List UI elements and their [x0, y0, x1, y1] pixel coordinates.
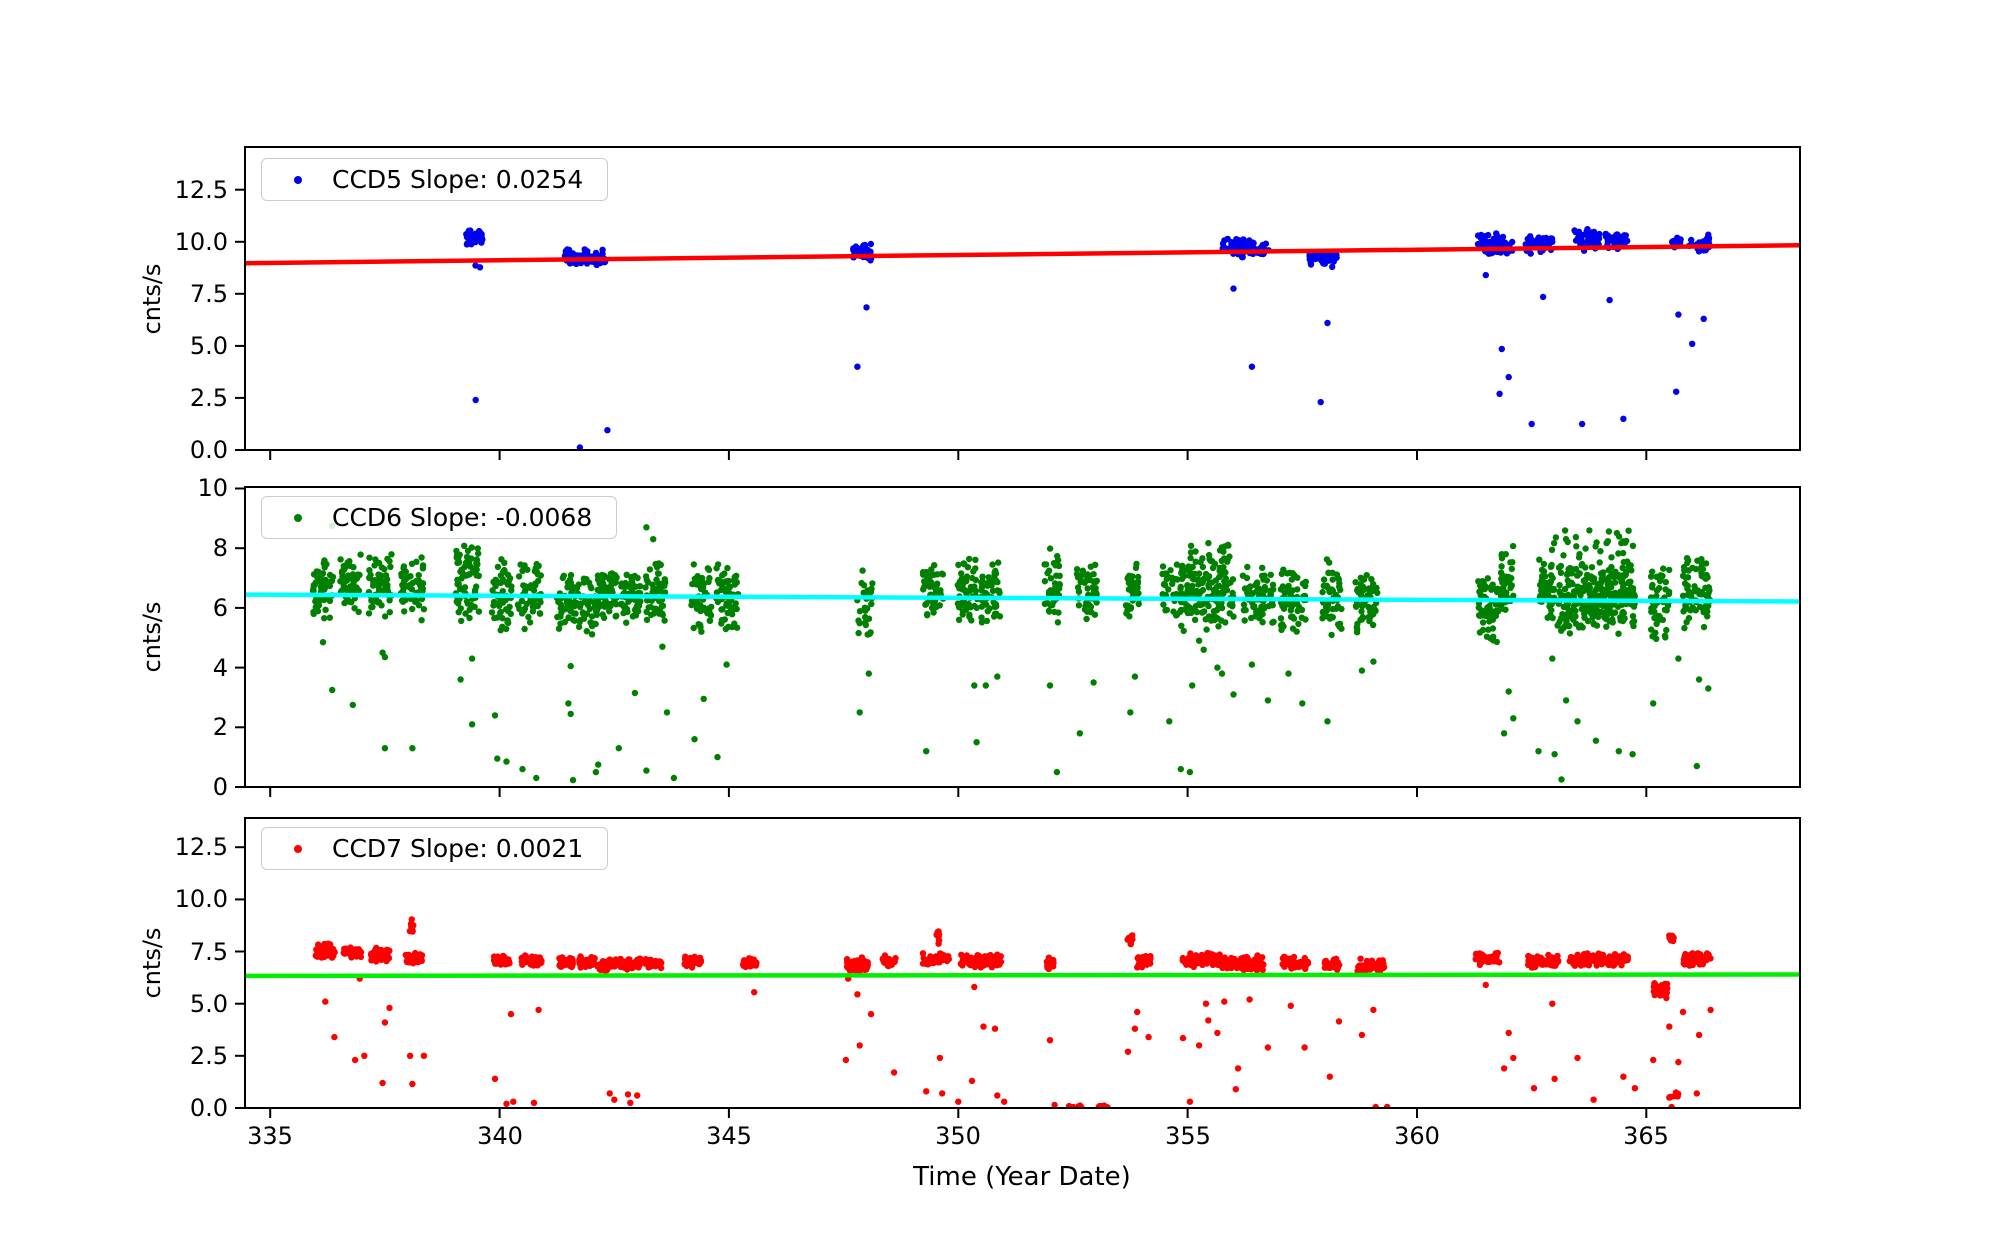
y-tick-label: 8 [212, 534, 228, 562]
x-tick-label: 355 [1165, 1122, 1211, 1150]
legend-label-ccd5: CCD5 Slope: 0.0254 [332, 165, 584, 194]
y-tick-label: 12.5 [174, 176, 228, 204]
y-tick-label: 0.0 [189, 1094, 228, 1122]
legend-ccd7: CCD7 Slope: 0.0021 [261, 827, 609, 870]
y-tick-label: 12.5 [174, 833, 228, 861]
y-tick-label: 10 [197, 474, 228, 502]
legend-marker-dot-ccd7 [294, 844, 302, 853]
y-tick-label: 10.0 [174, 228, 228, 256]
y-tick-label: 7.5 [189, 280, 228, 308]
x-tick-label: 345 [706, 1122, 752, 1150]
y-tick-label: 2.5 [189, 1042, 228, 1070]
y-tick-label: 0 [212, 773, 228, 801]
x-axis-label: Time (Year Date) [913, 1162, 1131, 1192]
legend-ccd5: CCD5 Slope: 0.0254 [261, 158, 609, 201]
y-tick-label: 10.0 [174, 885, 228, 913]
y-axis-label-bottom: cnts/s [138, 927, 166, 999]
y-tick-label: 5.0 [189, 332, 228, 360]
legend-label-ccd6: CCD6 Slope: -0.0068 [332, 503, 593, 532]
x-tick-label: 360 [1394, 1122, 1440, 1150]
legend-marker-dot-ccd5 [294, 175, 302, 184]
x-tick-label: 365 [1623, 1122, 1669, 1150]
legend-marker-dot-ccd6 [294, 513, 302, 522]
legend-ccd6: CCD6 Slope: -0.0068 [261, 496, 618, 539]
y-axis-label-top: cnts/s [138, 263, 166, 335]
y-tick-label: 5.0 [189, 990, 228, 1018]
y-tick-label: 2.5 [189, 384, 228, 412]
x-tick-label: 335 [247, 1122, 293, 1150]
y-tick-label: 2 [212, 713, 228, 741]
y-axis-label-middle: cnts/s [138, 601, 166, 673]
y-tick-label: 6 [212, 594, 228, 622]
y-tick-label: 0.0 [189, 436, 228, 464]
x-tick-label: 340 [477, 1122, 523, 1150]
legend-label-ccd7: CCD7 Slope: 0.0021 [332, 834, 584, 863]
y-tick-label: 4 [212, 654, 228, 682]
y-tick-label: 7.5 [189, 938, 228, 966]
x-tick-label: 350 [935, 1122, 981, 1150]
